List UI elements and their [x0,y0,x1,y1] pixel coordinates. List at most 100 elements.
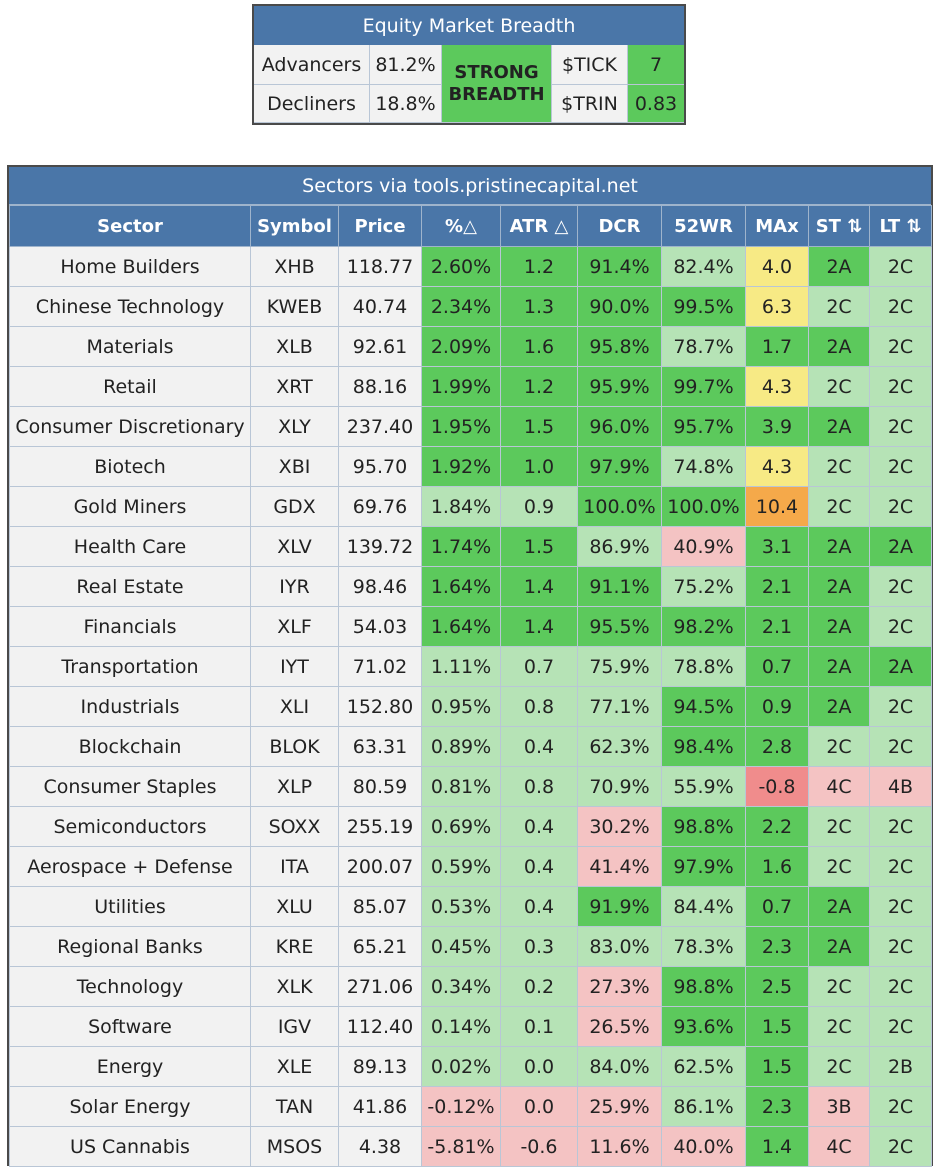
lt-stage-cell: 2C [869,486,932,527]
52wr-cell: 99.7% [661,366,746,407]
52wr-cell: 78.3% [661,926,746,967]
col-header-symbol[interactable]: Symbol [250,205,339,247]
table-row: Industrials XLI 152.80 0.95% 0.8 77.1% 94.5% 0.… [9,686,932,727]
st-stage-cell: 2A [808,646,870,687]
table-header-row: Sector Symbol Price %△ ATR △ DCR 52WR MA… [9,205,932,247]
price-cell: 41.86 [338,1086,422,1127]
breadth-status-badge: STRONG BREADTH [442,45,552,123]
sector-name-cell: Transportation [9,646,251,687]
symbol-cell: XHB [250,246,339,287]
price-cell: 139.72 [338,526,422,567]
max-cell: 2.1 [745,606,809,647]
atr-change-cell: 0.0 [500,1046,578,1087]
symbol-cell: XBI [250,446,339,487]
pct-change-cell: 0.02% [421,1046,501,1087]
price-cell: 200.07 [338,846,422,887]
atr-change-cell: 0.9 [500,486,578,527]
table-row: Blockchain BLOK 63.31 0.89% 0.4 62.3% 98.4% 2.8… [9,726,932,767]
max-cell: 1.6 [745,846,809,887]
price-cell: 88.16 [338,366,422,407]
table-row: Technology XLK 271.06 0.34% 0.2 27.3% 98.8% 2.5… [9,966,932,1007]
sector-name-cell: Biotech [9,446,251,487]
sector-name-cell: Consumer Discretionary [9,406,251,447]
dcr-cell: 100.0% [577,486,662,527]
atr-change-cell: 0.2 [500,966,578,1007]
sector-name-cell: Utilities [9,886,251,927]
col-header-pct-change[interactable]: %△ [421,205,501,247]
max-cell: 6.3 [745,286,809,327]
col-header-max[interactable]: MAx [745,205,809,247]
52wr-cell: 40.9% [661,526,746,567]
dcr-cell: 83.0% [577,926,662,967]
atr-change-cell: 1.2 [500,246,578,287]
st-stage-cell: 2C [808,446,870,487]
advancers-value: 81.2% [370,45,442,85]
symbol-cell: GDX [250,486,339,527]
atr-change-cell: 0.4 [500,806,578,847]
lt-stage-cell: 2C [869,1126,932,1167]
col-header-price[interactable]: Price [338,205,422,247]
symbol-cell: TAN [250,1086,339,1127]
table-row: Transportation IYT 71.02 1.11% 0.7 75.9% 78.8%… [9,646,932,687]
atr-change-cell: 0.0 [500,1086,578,1127]
sector-name-cell: Aerospace + Defense [9,846,251,887]
col-header-52wr[interactable]: 52WR [661,205,746,247]
lt-stage-cell: 2C [869,286,932,327]
col-header-atr-change[interactable]: ATR △ [500,205,578,247]
52wr-cell: 74.8% [661,446,746,487]
table-row: Health Care XLV 139.72 1.74% 1.5 86.9% 40.9% 3.… [9,526,932,567]
breadth-title: Equity Market Breadth [254,6,684,45]
52wr-cell: 75.2% [661,566,746,607]
price-cell: 54.03 [338,606,422,647]
pct-change-cell: 1.11% [421,646,501,687]
52wr-cell: 98.8% [661,966,746,1007]
atr-change-cell: 0.4 [500,846,578,887]
sector-name-cell: US Cannabis [9,1126,251,1167]
st-stage-cell: 2A [808,886,870,927]
sectors-title: Sectors via tools.pristinecapital.net [9,167,931,205]
st-stage-cell: 2C [808,486,870,527]
max-cell: 2.3 [745,1086,809,1127]
dcr-cell: 70.9% [577,766,662,807]
col-header-lt[interactable]: LT ⇅ [869,205,932,247]
table-row: Home Builders XHB 118.77 2.60% 1.2 91.4% 82.4%… [9,246,932,287]
pct-change-cell: 1.64% [421,566,501,607]
price-cell: 89.13 [338,1046,422,1087]
dcr-cell: 11.6% [577,1126,662,1167]
table-row: Consumer Discretionary XLY 237.40 1.95% 1.5 9… [9,406,932,447]
lt-stage-cell: 2C [869,966,932,1007]
table-row: Solar Energy TAN 41.86 -0.12% 0.0 25.9% 86.1% 2… [9,1086,932,1127]
symbol-cell: XLP [250,766,339,807]
max-cell: 1.4 [745,1126,809,1167]
symbol-cell: KRE [250,926,339,967]
dcr-cell: 27.3% [577,966,662,1007]
st-stage-cell: 2C [808,366,870,407]
lt-stage-cell: 4B [869,766,932,807]
col-header-st[interactable]: ST ⇅ [808,205,870,247]
st-stage-cell: 2C [808,286,870,327]
price-cell: 112.40 [338,1006,422,1047]
st-stage-cell: 4C [808,766,870,807]
symbol-cell: XLU [250,886,339,927]
atr-change-cell: 1.5 [500,526,578,567]
lt-stage-cell: 2C [869,246,932,287]
lt-stage-cell: 2C [869,326,932,367]
52wr-cell: 40.0% [661,1126,746,1167]
st-stage-cell: 2A [808,326,870,367]
dcr-cell: 77.1% [577,686,662,727]
col-header-dcr[interactable]: DCR [577,205,662,247]
col-header-sector[interactable]: Sector [9,205,251,247]
pct-change-cell: 0.45% [421,926,501,967]
symbol-cell: MSOS [250,1126,339,1167]
dcr-cell: 95.5% [577,606,662,647]
dcr-cell: 84.0% [577,1046,662,1087]
symbol-cell: IYR [250,566,339,607]
pct-change-cell: 0.81% [421,766,501,807]
52wr-cell: 98.2% [661,606,746,647]
52wr-cell: 84.4% [661,886,746,927]
dcr-cell: 95.8% [577,326,662,367]
advancers-label: Advancers [254,45,370,85]
max-cell: 4.3 [745,366,809,407]
dcr-cell: 62.3% [577,726,662,767]
symbol-cell: XLF [250,606,339,647]
